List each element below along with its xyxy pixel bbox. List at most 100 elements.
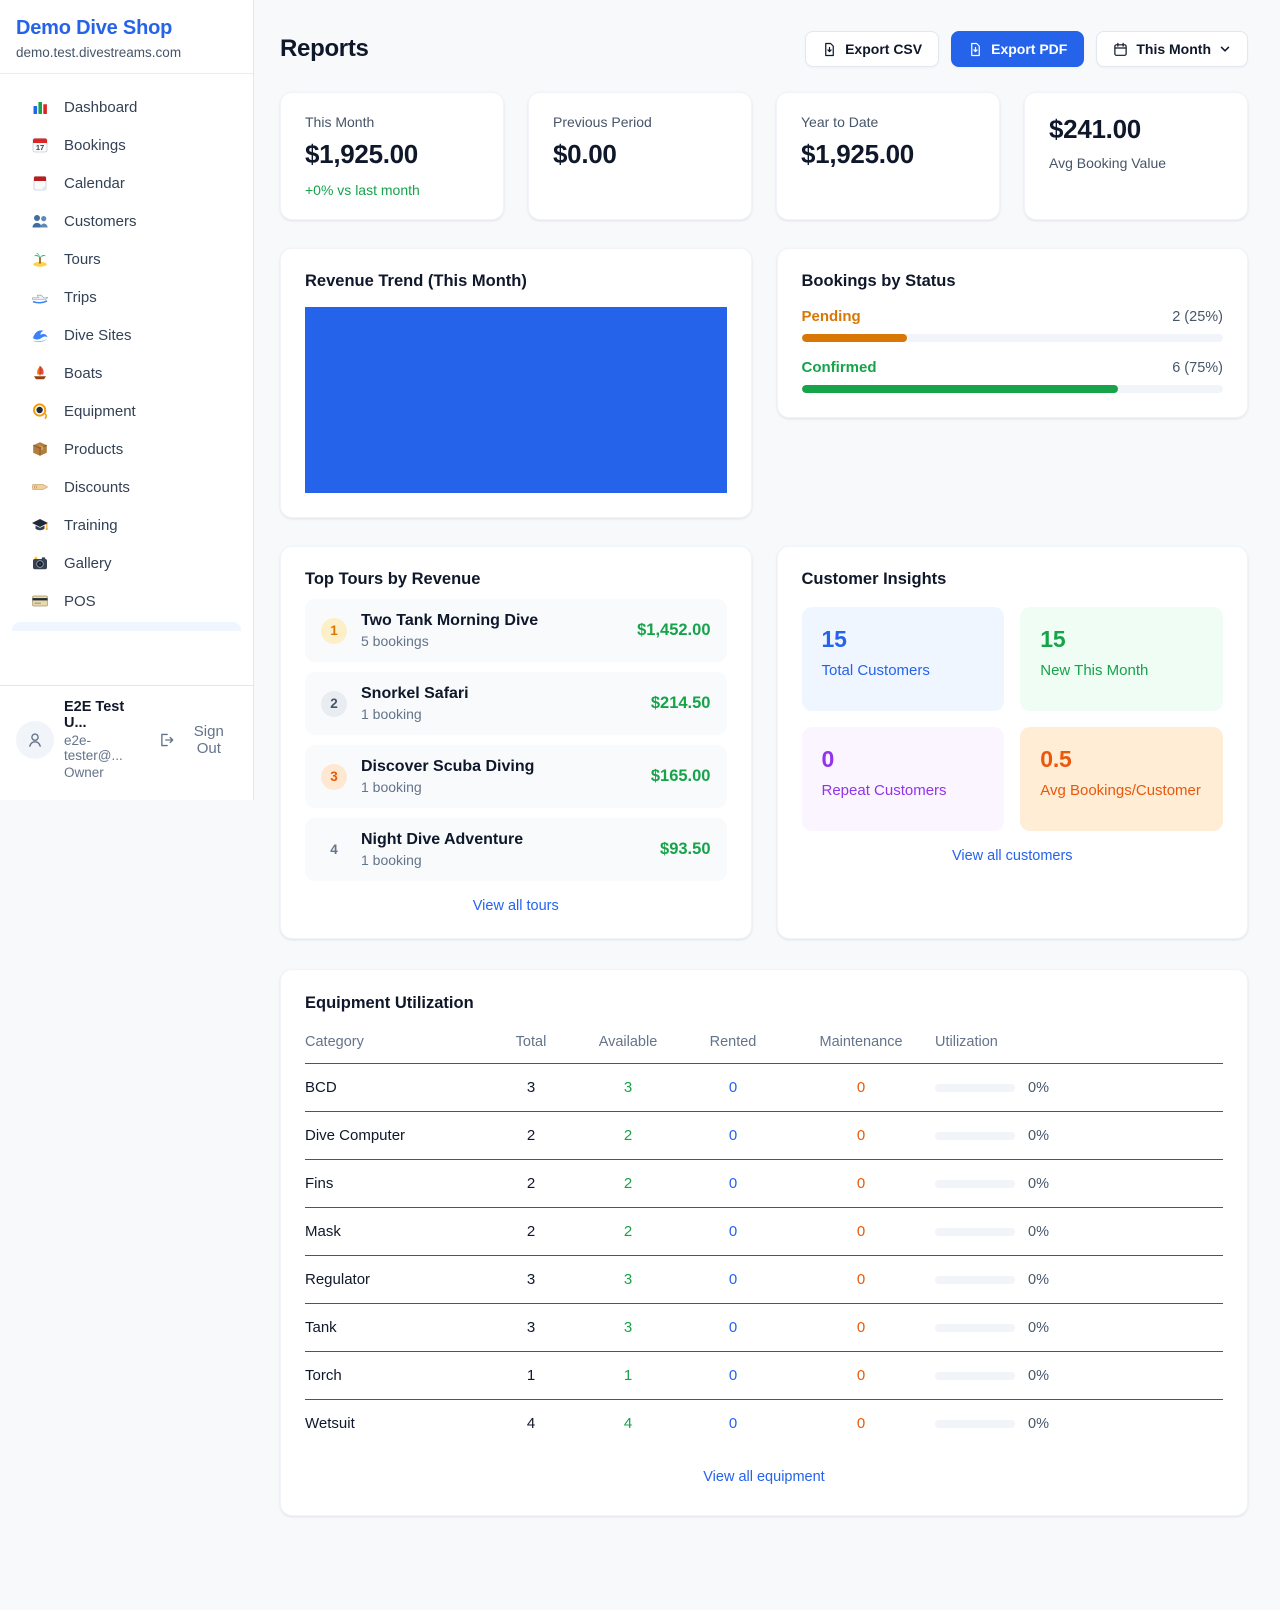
sidebar-item-label: Calendar <box>64 174 125 192</box>
utilization-bar-track <box>935 1323 1015 1332</box>
table-row: Tank 3 3 0 0 0% <box>305 1303 1223 1352</box>
tour-row: 2 Snorkel Safari 1 booking $214.50 <box>305 672 727 735</box>
cell-maintenance: 0 <box>787 1063 935 1112</box>
tour-revenue: $214.50 <box>650 694 711 712</box>
insight-tile-total-customers: 15 Total Customers <box>801 607 1005 711</box>
sidebar-item-pos[interactable]: POS <box>12 582 241 620</box>
sidebar-item-gallery[interactable]: Gallery <box>12 544 241 582</box>
cell-available: 3 <box>577 1303 679 1352</box>
speedboat-icon <box>31 288 49 306</box>
cell-total: 4 <box>526 1415 536 1432</box>
cell-category: BCD <box>305 1063 485 1112</box>
sidebar-item-products[interactable]: Products <box>12 430 241 468</box>
status-label: Confirmed <box>801 359 877 376</box>
utilization-bar-track <box>935 1419 1015 1428</box>
tour-bookings: 1 booking <box>361 779 422 795</box>
sidebar: Demo Dive Shop demo.test.divestreams.com… <box>0 0 254 800</box>
top-tours-title: Top Tours by Revenue <box>305 570 481 588</box>
cell-available: 2 <box>577 1159 679 1208</box>
cell-category: Mask <box>305 1207 485 1256</box>
sidebar-item-bookings[interactable]: 17 Bookings <box>12 126 241 164</box>
cell-available: 2 <box>577 1207 679 1256</box>
sidebar-item-training[interactable]: Training <box>12 506 241 544</box>
charts-row: Revenue Trend (This Month) Bookings by S… <box>280 248 1248 518</box>
top-tours-card: Top Tours by Revenue 1 Two Tank Morning … <box>280 546 752 939</box>
user-role: Owner <box>64 765 104 780</box>
sign-out-button[interactable]: Sign Out <box>158 723 237 757</box>
view-all-customers-link[interactable]: View all customers <box>951 848 1073 864</box>
sidebar-item-reports-active-partial[interactable] <box>12 622 241 631</box>
cell-rented: 0 <box>679 1255 787 1304</box>
sidebar-item-discounts[interactable]: Discounts <box>12 468 241 506</box>
tour-row: 4 Night Dive Adventure 1 booking $93.50 <box>305 818 727 881</box>
insight-tile-new-this-month: 15 New This Month <box>1020 607 1223 711</box>
utilization-bar-track <box>935 1275 1015 1284</box>
table-row: Dive Computer 2 2 0 0 0% <box>305 1111 1223 1160</box>
tour-bookings: 1 booking <box>361 706 422 722</box>
tour-row: 1 Two Tank Morning Dive 5 bookings $1,45… <box>305 599 727 662</box>
stat-label: Avg Booking Value <box>1049 155 1167 171</box>
period-dropdown[interactable]: This Month <box>1096 31 1248 67</box>
status-bar-fill <box>801 385 1118 393</box>
cell-total: 1 <box>485 1351 577 1400</box>
sidebar-item-calendar[interactable]: Calendar <box>12 164 241 202</box>
export-csv-button[interactable]: Export CSV <box>805 31 940 67</box>
export-pdf-button[interactable]: Export PDF <box>951 31 1085 67</box>
cell-rented: 0 <box>679 1159 787 1208</box>
cell-total: 2 <box>485 1111 577 1160</box>
sidebar-item-trips[interactable]: Trips <box>12 278 241 316</box>
tour-bookings: 1 booking <box>361 852 422 868</box>
col-header-category: Category <box>305 1026 485 1064</box>
status-label: Pending <box>801 308 861 325</box>
tour-revenue: $165.00 <box>650 767 711 785</box>
sidebar-item-label: Customers <box>64 212 137 230</box>
sidebar-item-label: Training <box>64 516 118 534</box>
utilization-percent: 0% <box>1028 1319 1049 1336</box>
rank-badge: 3 <box>321 763 347 790</box>
sidebar-item-customers[interactable]: Customers <box>12 202 241 240</box>
cell-maintenance: 0 <box>787 1207 935 1256</box>
sidebar-item-boats[interactable]: Boats <box>12 354 241 392</box>
export-pdf-label: Export PDF <box>991 41 1068 57</box>
equipment-utilization-title: Equipment Utilization <box>305 994 474 1012</box>
status-value: 2 (25%) <box>1172 309 1223 325</box>
main-content: Reports Export CSV Export PDF This Month… <box>254 0 1280 1516</box>
tour-name: Night Dive Adventure <box>361 831 524 848</box>
cell-available: 4 <box>623 1415 633 1432</box>
stat-label: Year to Date <box>801 114 879 130</box>
sign-out-label: Sign Out <box>193 722 224 757</box>
cell-total: 2 <box>485 1207 577 1256</box>
customer-insights-card: Customer Insights 15 Total Customers 15 … <box>776 546 1248 939</box>
cell-category: Dive Computer <box>305 1111 485 1160</box>
view-all-tours-link[interactable]: View all tours <box>472 898 559 914</box>
stat-delta: +0% vs last month <box>305 182 420 198</box>
view-all-equipment-link[interactable]: View all equipment <box>703 1469 825 1485</box>
cell-category: Torch <box>305 1351 485 1400</box>
sidebar-item-label: Dashboard <box>64 98 138 116</box>
sidebar-item-tours[interactable]: Tours <box>12 240 241 278</box>
utilization-bar-track <box>935 1131 1015 1140</box>
cell-rented: 0 <box>679 1351 787 1400</box>
sidebar-nav: Dashboard 17 Bookings Calendar Customers… <box>0 74 253 685</box>
svg-text:17: 17 <box>36 143 44 152</box>
customer-insights-title: Customer Insights <box>801 570 947 588</box>
header-actions: Export CSV Export PDF This Month <box>805 31 1248 67</box>
insight-value: 15 <box>821 626 847 652</box>
utilization-bar-track <box>935 1371 1015 1380</box>
cell-category: Fins <box>305 1159 485 1208</box>
cell-total: 2 <box>485 1159 577 1208</box>
sidebar-item-equipment[interactable]: Equipment <box>12 392 241 430</box>
sidebar-item-dive-sites[interactable]: Dive Sites <box>12 316 241 354</box>
calendar-icon <box>31 174 49 192</box>
page-header: Reports Export CSV Export PDF This Month <box>280 31 1248 67</box>
insight-label: Total Customers <box>821 662 930 679</box>
graduation-cap-icon <box>31 516 49 534</box>
sidebar-item-label: Trips <box>64 288 97 306</box>
stat-card-previous-period: Previous Period $0.00 <box>528 92 752 220</box>
sidebar-item-dashboard[interactable]: Dashboard <box>12 88 241 126</box>
period-label: This Month <box>1136 41 1211 57</box>
tour-row: 3 Discover Scuba Diving 1 booking $165.0… <box>305 745 727 808</box>
utilization-bar-track <box>935 1179 1015 1188</box>
package-icon <box>31 440 49 458</box>
insight-value: 15 <box>1040 626 1066 652</box>
